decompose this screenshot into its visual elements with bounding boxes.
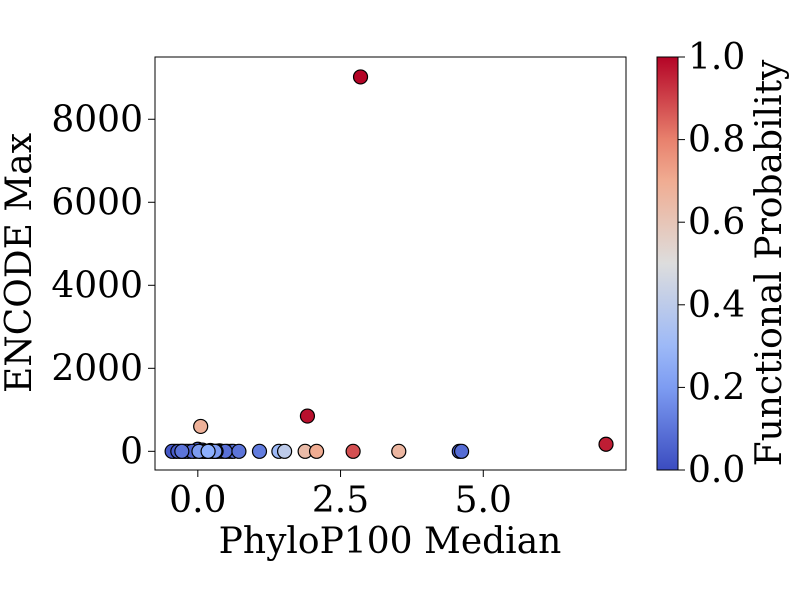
plot-frame [154,56,627,471]
colorbar-tick-label: 0.0 [688,450,745,491]
data-point [200,443,216,459]
data-point [174,443,190,459]
data-point [299,408,316,424]
data-point [345,443,361,459]
x-tick-label: 5.0 [455,480,512,521]
points-layer [164,69,614,459]
y-axis: 0 2000 4000 6000 8000 [51,99,155,472]
x-tick-label: 2.5 [312,480,369,521]
y-tick-label: 6000 [51,182,143,223]
y-axis-label: ENCODE Max [0,133,40,393]
y-tick-label: 2000 [51,348,143,389]
colorbar-tick-label: 0.8 [688,120,745,161]
x-tick-label: 0.0 [169,480,226,521]
colorbar-axis: 0.0 0.2 0.4 0.6 0.8 1.0 [678,37,745,491]
data-point [231,443,247,459]
x-axis: 0.0 2.5 5.0 [169,470,512,521]
y-tick-label: 0 [120,431,143,472]
colorbar-tick-label: 0.4 [688,285,745,326]
data-point [251,443,268,459]
y-tick-label: 4000 [51,265,143,306]
colorbar-tick-label: 0.2 [688,367,745,408]
x-axis-label: PhyloP100 Median [219,521,562,562]
colorbar-tick-label: 1.0 [688,37,745,78]
colorbar [656,56,679,471]
colorbar-tick-label: 0.6 [688,202,745,243]
data-point [352,69,369,85]
colorbar-label: Functional Probability [749,59,790,466]
y-tick-label: 8000 [51,99,143,140]
data-point [277,443,293,459]
data-point [391,443,407,459]
data-point [598,436,614,452]
data-point [308,443,325,459]
data-point [193,418,209,435]
data-point [453,443,470,459]
